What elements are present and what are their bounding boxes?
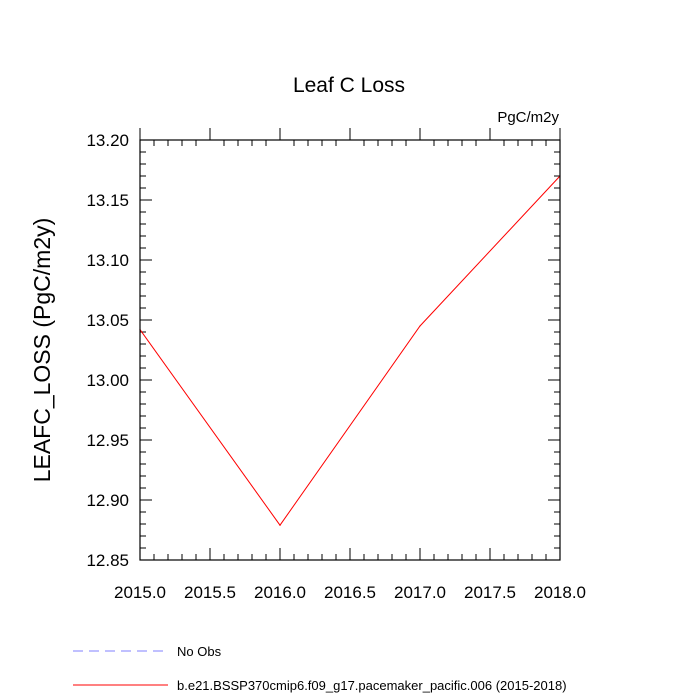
- x-tick-label: 2017.5: [464, 583, 516, 602]
- x-tick-label: 2015.0: [114, 583, 166, 602]
- y-tick-label: 13.20: [86, 131, 129, 150]
- y-tick-label: 13.10: [86, 251, 129, 270]
- y-tick-label: 13.15: [86, 191, 129, 210]
- legend-label-no-obs: No Obs: [177, 644, 222, 659]
- x-tick-label: 2017.0: [394, 583, 446, 602]
- y-tick-label: 12.95: [86, 431, 129, 450]
- data-point: [419, 325, 421, 327]
- units-label: PgC/m2y: [497, 109, 559, 126]
- y-tick-label: 13.05: [86, 311, 129, 330]
- y-tick-label: 13.00: [86, 371, 129, 390]
- minor-ticks: [140, 140, 560, 560]
- legend-label-model: b.e21.BSSP370cmip6.f09_g17.pacemaker_pac…: [177, 678, 567, 693]
- x-tick-label: 2016.0: [254, 583, 306, 602]
- x-tick-label: 2016.5: [324, 583, 376, 602]
- series-layer: [139, 175, 561, 527]
- legend: No Obs b.e21.BSSP370cmip6.f09_g17.pacema…: [73, 644, 567, 693]
- data-point: [279, 524, 281, 526]
- x-tick-label: 2015.5: [184, 583, 236, 602]
- y-tick-labels: 12.85 12.90 12.95 13.00 13.05 13.10 13.15 13.20: [86, 131, 129, 570]
- y-tick-label: 12.85: [86, 551, 129, 570]
- x-tick-label: 2018.0: [534, 583, 586, 602]
- y-tick-label: 12.90: [86, 491, 129, 510]
- series-line: [139, 175, 561, 527]
- chart-title: Leaf C Loss: [293, 74, 405, 97]
- y-axis-label: LEAFC_LOSS (PgC/m2y): [29, 218, 55, 483]
- major-ticks: [139, 128, 561, 561]
- x-tick-labels: 2015.0 2015.5 2016.0 2016.5 2017.0 2017.5 2018…: [114, 583, 586, 602]
- plot-frame: [139, 139, 561, 561]
